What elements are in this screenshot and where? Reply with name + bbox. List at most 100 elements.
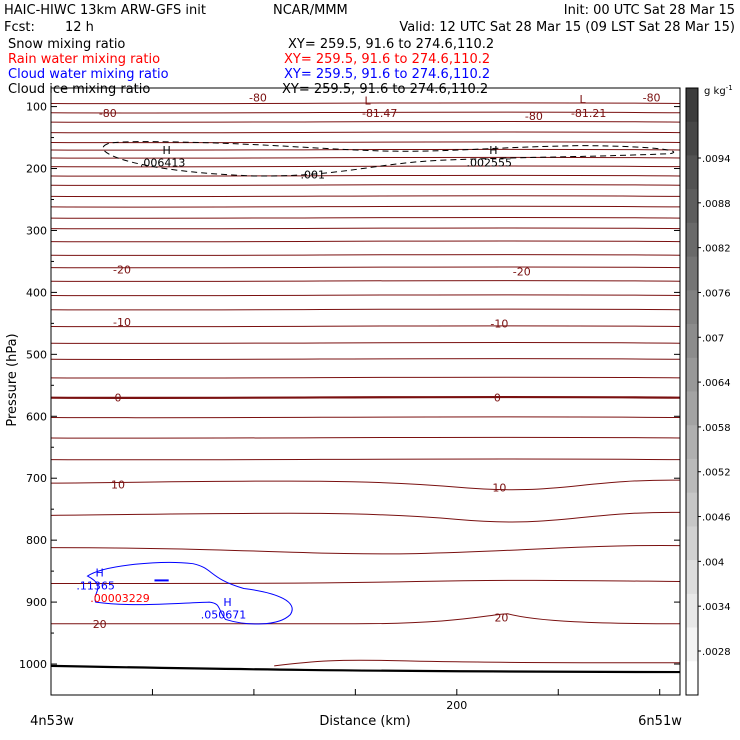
y-tick-label: 600 [26, 410, 47, 423]
colorbar-label: .007 [702, 333, 724, 344]
isotherm-line [50, 376, 681, 379]
colorbar-label: .0034 [702, 602, 731, 613]
y-tick-label: 500 [26, 348, 47, 361]
isotherm-line [50, 579, 681, 585]
colorbar-segment [686, 627, 698, 662]
colorbar-segment [686, 121, 698, 156]
colorbar-segment [686, 155, 698, 190]
colorbar-segment [686, 189, 698, 224]
terrain-line [50, 664, 681, 674]
contour-label: -80 [525, 110, 543, 123]
field-name-rain: Rain water mixing ratio [8, 52, 160, 67]
isotherm-line [50, 102, 681, 105]
isotherm-line [50, 280, 681, 282]
init-time: Init: 00 UTC Sat 28 Mar 15 [564, 3, 735, 18]
field-name-cloud-ice: Cloud ice mixing ratio [8, 82, 150, 97]
contour-label: 20 [494, 612, 508, 625]
x-axis-label: Distance (km) [319, 714, 410, 729]
y-tick-label: 200 [26, 163, 47, 176]
isotherm-line [50, 120, 681, 123]
cloud-ice-contour [102, 141, 675, 177]
isotherm-line [50, 156, 681, 159]
plot-frame [50, 87, 681, 696]
colorbar-segment [686, 222, 698, 258]
contour-label: -80 [99, 107, 117, 120]
colorbar-label: .0046 [702, 513, 731, 524]
field-name-cloud-water: Cloud water mixing ratio [8, 67, 169, 82]
contour-label: 10 [492, 482, 506, 495]
org-label: NCAR/MMM [273, 3, 348, 18]
contour-label: .002555 [467, 156, 513, 169]
colorbar-unit-exp: -1 [726, 84, 733, 92]
y-tick-label: 300 [26, 224, 47, 237]
valid-time: Valid: 12 UTC Sat 28 Mar 15 (09 LST Sat … [399, 20, 735, 35]
colorbar-segment [686, 256, 698, 291]
colorbar-label: .0088 [702, 199, 731, 210]
contour-label: H [489, 144, 497, 157]
y-tick-label: 400 [26, 286, 47, 299]
isotherm-line [50, 479, 681, 491]
isotherm-line [50, 511, 681, 523]
field-xy-cloud-ice: XY= 259.5, 91.6 to 274.6,110.2 [282, 82, 488, 97]
field-xy-cloud-water: XY= 259.5, 91.6 to 274.6,110.2 [284, 67, 490, 82]
contour-label: -10 [113, 316, 131, 329]
colorbar-unit: g kg-1 [704, 84, 733, 97]
contour-label: -10 [490, 317, 508, 330]
contour-label: 0 [494, 392, 501, 405]
isotherm-line [50, 266, 681, 269]
x-end-label: 6n51w [638, 714, 682, 729]
colorbar-unit-base: g kg [704, 86, 726, 97]
y-tick-label: 1000 [19, 658, 47, 671]
plot-area: 1002003004005006007008009001000200-80-80… [19, 87, 681, 712]
colorbar-label: .0028 [702, 647, 731, 658]
contour-label: -80 [643, 91, 661, 104]
contour-label: 20 [93, 618, 107, 631]
y-tick-label: 800 [26, 534, 47, 547]
isotherm-line [50, 395, 681, 400]
contour-label: H [163, 144, 171, 157]
colorbar-label: .0082 [702, 244, 731, 255]
colorbar-label: .0052 [702, 468, 731, 479]
field-name-snow: Snow mixing ratio [8, 37, 125, 52]
cloud-water-contour [86, 562, 293, 625]
colorbar-segment [686, 560, 698, 595]
isotherm-line [50, 294, 681, 297]
field-xy-snow: XY= 259.5, 91.6 to 274.6,110.2 [288, 37, 494, 52]
isotherm-line [50, 358, 681, 361]
colorbar-segment [686, 661, 698, 696]
contour-label: 10 [111, 478, 125, 491]
isotherm-line [50, 240, 681, 243]
isotherm-line [50, 205, 681, 208]
y-tick-label: 100 [26, 101, 47, 114]
y-tick-label: 700 [26, 472, 47, 485]
colorbar-segment [686, 290, 698, 325]
colorbar-segment [686, 324, 698, 359]
isotherm-line [50, 174, 681, 177]
colorbar-segment [686, 492, 698, 527]
contour-label: .00003229 [90, 592, 150, 605]
contour-label: H [96, 566, 104, 579]
contour-label: -81.21 [571, 107, 606, 120]
contour-label: L [580, 93, 587, 106]
isotherm-line [50, 416, 681, 419]
contour-label: 0 [114, 392, 121, 405]
isotherm-line [50, 308, 681, 311]
colorbar: .0094 .0088 .0082 .0076 .007 .0064 .0058 .0052.… [685, 87, 731, 696]
isotherm-line [50, 141, 681, 144]
isotherm-line [50, 544, 681, 555]
isotherm-line [50, 216, 681, 219]
contour-label: H [223, 596, 231, 609]
colorbar-segment [686, 425, 698, 460]
colorbar-segment [686, 526, 698, 561]
isotherm-line [50, 148, 681, 151]
contour-label: -20 [113, 263, 131, 276]
contour-label: .050671 [201, 608, 247, 621]
contour-label: .11365 [76, 579, 115, 592]
isotherm-line [50, 165, 681, 168]
isotherm-line [50, 111, 681, 114]
isotherm-line [50, 436, 681, 439]
contour-label: L [364, 94, 371, 107]
contour-label: -80 [249, 91, 267, 104]
y-tick-label: 900 [26, 596, 47, 609]
